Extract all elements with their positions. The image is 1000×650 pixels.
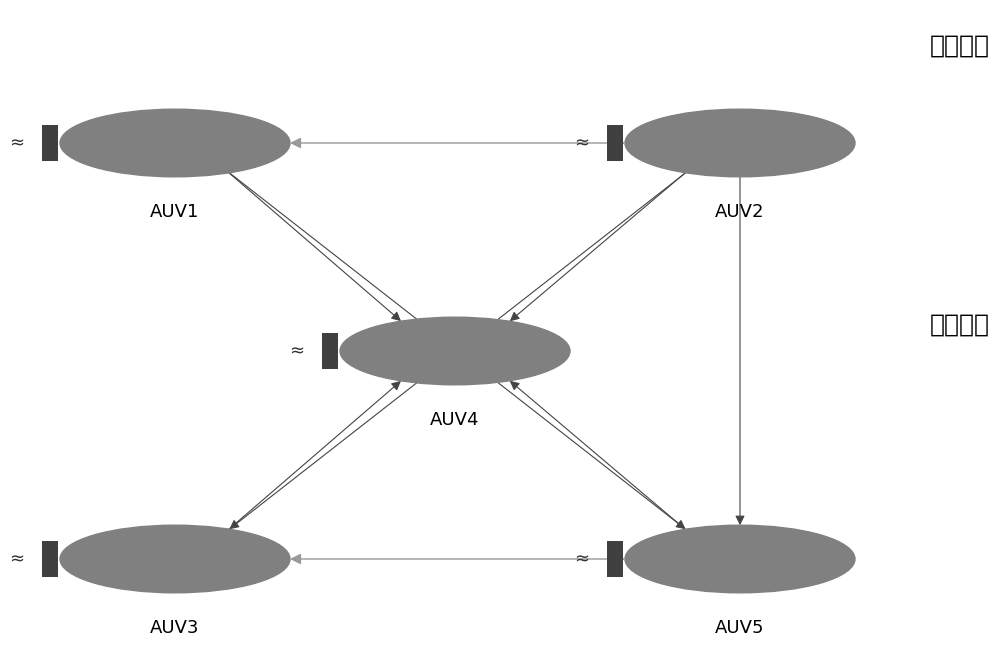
Text: AUV5: AUV5 (715, 619, 765, 637)
Text: 高精度层: 高精度层 (930, 34, 990, 57)
Text: AUV1: AUV1 (150, 203, 200, 221)
Bar (607, 541, 623, 577)
Text: ≈: ≈ (574, 134, 590, 152)
Bar (42, 541, 58, 577)
Text: ≈: ≈ (574, 550, 590, 568)
Bar (322, 333, 338, 369)
Ellipse shape (340, 317, 570, 385)
Bar (42, 125, 58, 161)
Bar (607, 125, 623, 161)
Ellipse shape (60, 109, 290, 177)
Text: AUV3: AUV3 (150, 619, 200, 637)
Text: ≈: ≈ (289, 342, 305, 360)
Text: ≈: ≈ (9, 550, 25, 568)
Ellipse shape (625, 109, 855, 177)
Text: AUV2: AUV2 (715, 203, 765, 221)
Text: ≈: ≈ (9, 134, 25, 152)
Text: 低精度层: 低精度层 (930, 313, 990, 337)
Text: AUV4: AUV4 (430, 411, 480, 429)
Ellipse shape (60, 525, 290, 593)
Ellipse shape (625, 525, 855, 593)
